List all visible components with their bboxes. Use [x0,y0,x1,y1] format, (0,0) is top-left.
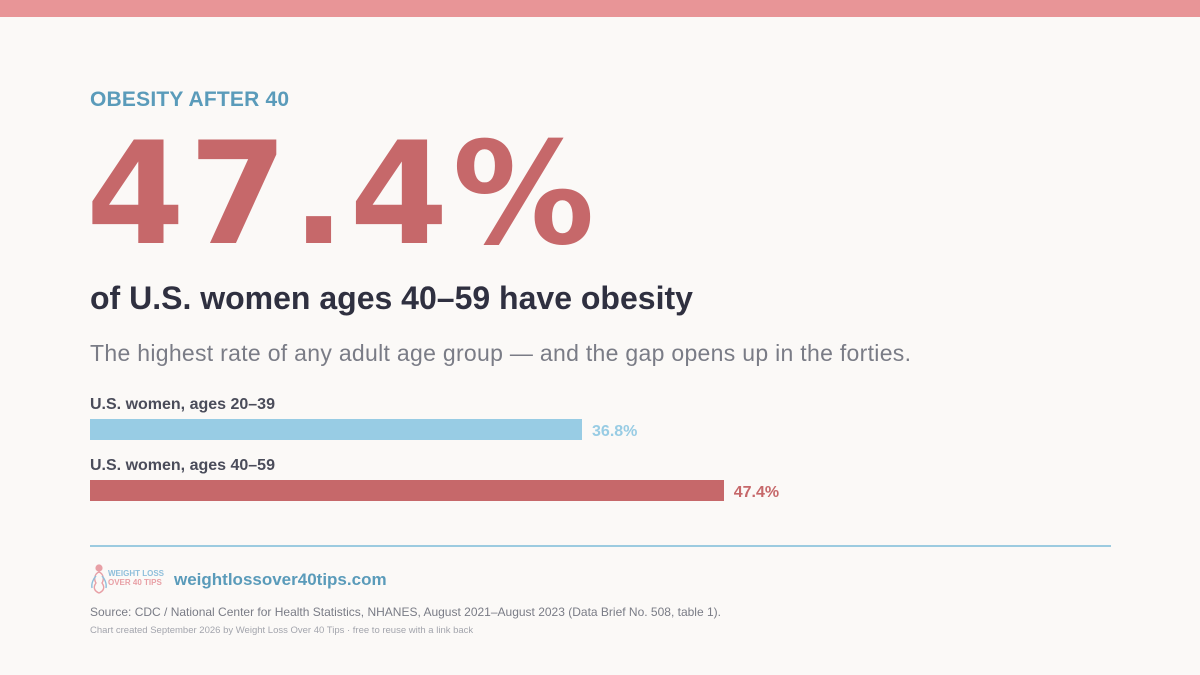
site-logo[interactable]: WEIGHT LOSS OVER 40 TIPS [90,562,164,594]
bar [90,419,583,440]
kicker-title: OBESITY AFTER 40 [90,88,290,111]
credit-note: Chart created September 2026 by Weight L… [90,625,474,636]
divider [90,545,1111,547]
bar-label: U.S. women, ages 20–39 [90,396,275,413]
site-link[interactable]: weightlossover40tips.com [174,570,387,589]
source-note: Source: CDC / National Center for Health… [90,605,721,619]
logo-line-1: WEIGHT LOSS [108,569,164,578]
bar-value-label: 36.8% [592,423,638,440]
logo-text: WEIGHT LOSS OVER 40 TIPS [108,569,164,587]
bar-label: U.S. women, ages 40–59 [90,457,275,474]
logo-line-2: OVER 40 TIPS [108,578,162,587]
big-stat: 47.4% [86,112,599,277]
bar [90,480,724,501]
subhead: The highest rate of any adult age group … [90,340,912,366]
woman-silhouette-icon [91,564,107,594]
headline: of U.S. women ages 40–59 have obesity [90,280,693,316]
bar-value-label: 47.4% [733,484,780,501]
top-accent-bar [0,0,1200,17]
